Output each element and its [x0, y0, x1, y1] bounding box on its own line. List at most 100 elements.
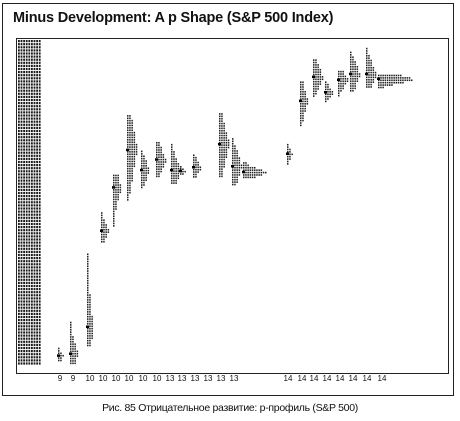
tpo-mark — [162, 163, 165, 166]
tpo-mark — [393, 81, 395, 84]
tpo-mark — [317, 76, 319, 78]
tpo-mark — [397, 77, 400, 79]
tpo-mark — [317, 66, 319, 69]
tpo-mark — [87, 287, 89, 289]
tpo-mark — [319, 83, 322, 85]
tpo-mark — [302, 88, 304, 91]
tpo-mark — [368, 74, 370, 76]
tpo-mark — [234, 169, 236, 171]
tpo-mark — [393, 79, 395, 82]
tpo-mark — [87, 284, 89, 287]
tpo-mark — [344, 78, 347, 80]
x-day-label: 14 — [378, 374, 387, 383]
tpo-mark — [58, 352, 60, 355]
tpo-mark — [325, 88, 327, 91]
tpo-mark — [393, 74, 395, 77]
tpo-mark — [302, 95, 304, 98]
tpo-mark — [352, 66, 354, 68]
point-of-control-mark — [286, 152, 289, 156]
tpo-mark — [232, 140, 234, 143]
tpo-mark — [315, 59, 317, 61]
tpo-mark — [70, 328, 72, 331]
tpo-mark — [350, 82, 352, 85]
tpo-mark — [302, 112, 304, 115]
tpo-mark — [340, 90, 342, 92]
x-day-label: 13 — [166, 374, 175, 383]
tpo-mark — [238, 162, 241, 164]
tpo-mark — [370, 76, 372, 79]
tpo-mark — [366, 76, 368, 79]
tpo-mark — [143, 169, 145, 172]
tpo-mark — [160, 153, 162, 156]
tpo-mark — [193, 164, 195, 166]
tpo-mark — [249, 169, 252, 171]
tpo-mark — [313, 83, 315, 85]
profile-column — [365, 47, 377, 88]
tpo-mark — [223, 129, 225, 132]
tpo-mark — [247, 171, 249, 174]
tpo-mark — [60, 354, 62, 357]
tpo-mark — [315, 92, 317, 95]
tpo-mark — [315, 71, 317, 73]
tpo-mark — [171, 177, 173, 180]
tpo-mark — [234, 181, 236, 183]
tpo-mark — [232, 157, 234, 159]
tpo-mark — [129, 163, 131, 165]
tpo-mark — [384, 84, 387, 86]
tpo-mark — [380, 77, 382, 79]
tpo-mark — [141, 157, 143, 160]
tpo-mark — [340, 78, 342, 80]
tpo-mark — [129, 155, 131, 158]
tpo-mark — [243, 164, 245, 167]
tpo-mark — [70, 336, 72, 338]
tpo-mark — [249, 176, 252, 179]
tpo-mark — [366, 62, 368, 64]
tpo-mark — [129, 177, 131, 180]
tpo-mark — [378, 86, 380, 89]
tpo-mark — [74, 345, 76, 348]
point-of-control-mark — [324, 90, 327, 94]
tpo-mark — [317, 71, 319, 73]
tpo-mark — [313, 59, 315, 61]
tpo-mark — [129, 146, 131, 148]
tpo-mark — [117, 186, 119, 189]
tpo-mark — [382, 77, 384, 79]
point-of-control-mark — [242, 170, 245, 174]
tpo-mark — [72, 352, 74, 355]
tpo-mark — [180, 166, 182, 168]
tpo-mark — [113, 189, 115, 191]
tpo-mark — [76, 352, 79, 355]
tpo-mark — [245, 169, 247, 171]
tpo-mark — [60, 352, 62, 355]
tpo-mark — [287, 158, 289, 160]
tpo-mark — [236, 157, 238, 159]
profile-column — [192, 154, 202, 178]
tpo-mark — [160, 163, 162, 166]
tpo-mark — [129, 141, 131, 144]
tpo-mark — [135, 151, 138, 153]
tpo-mark — [232, 142, 234, 145]
point-of-control-mark — [86, 325, 89, 329]
tpo-mark — [113, 179, 115, 182]
x-day-label: 14 — [349, 374, 358, 383]
tpo-mark — [91, 323, 93, 325]
tpo-mark — [72, 355, 74, 357]
tpo-mark — [173, 182, 175, 184]
point-of-control-mark — [312, 75, 315, 79]
tpo-mark — [302, 117, 304, 120]
tpo-mark — [382, 86, 384, 89]
tpo-mark — [160, 168, 162, 170]
tpo-mark — [119, 184, 122, 186]
tpo-mark — [400, 79, 402, 82]
tpo-mark — [368, 81, 370, 83]
tpo-mark — [219, 139, 221, 142]
x-day-label: 14 — [363, 374, 372, 383]
tpo-mark — [91, 315, 93, 318]
tpo-mark — [141, 174, 143, 177]
tpo-mark — [302, 103, 304, 105]
tpo-mark — [258, 174, 260, 176]
tpo-mark — [115, 193, 117, 196]
tpo-mark — [234, 166, 236, 169]
tpo-mark — [72, 348, 74, 350]
tpo-mark — [221, 165, 223, 168]
